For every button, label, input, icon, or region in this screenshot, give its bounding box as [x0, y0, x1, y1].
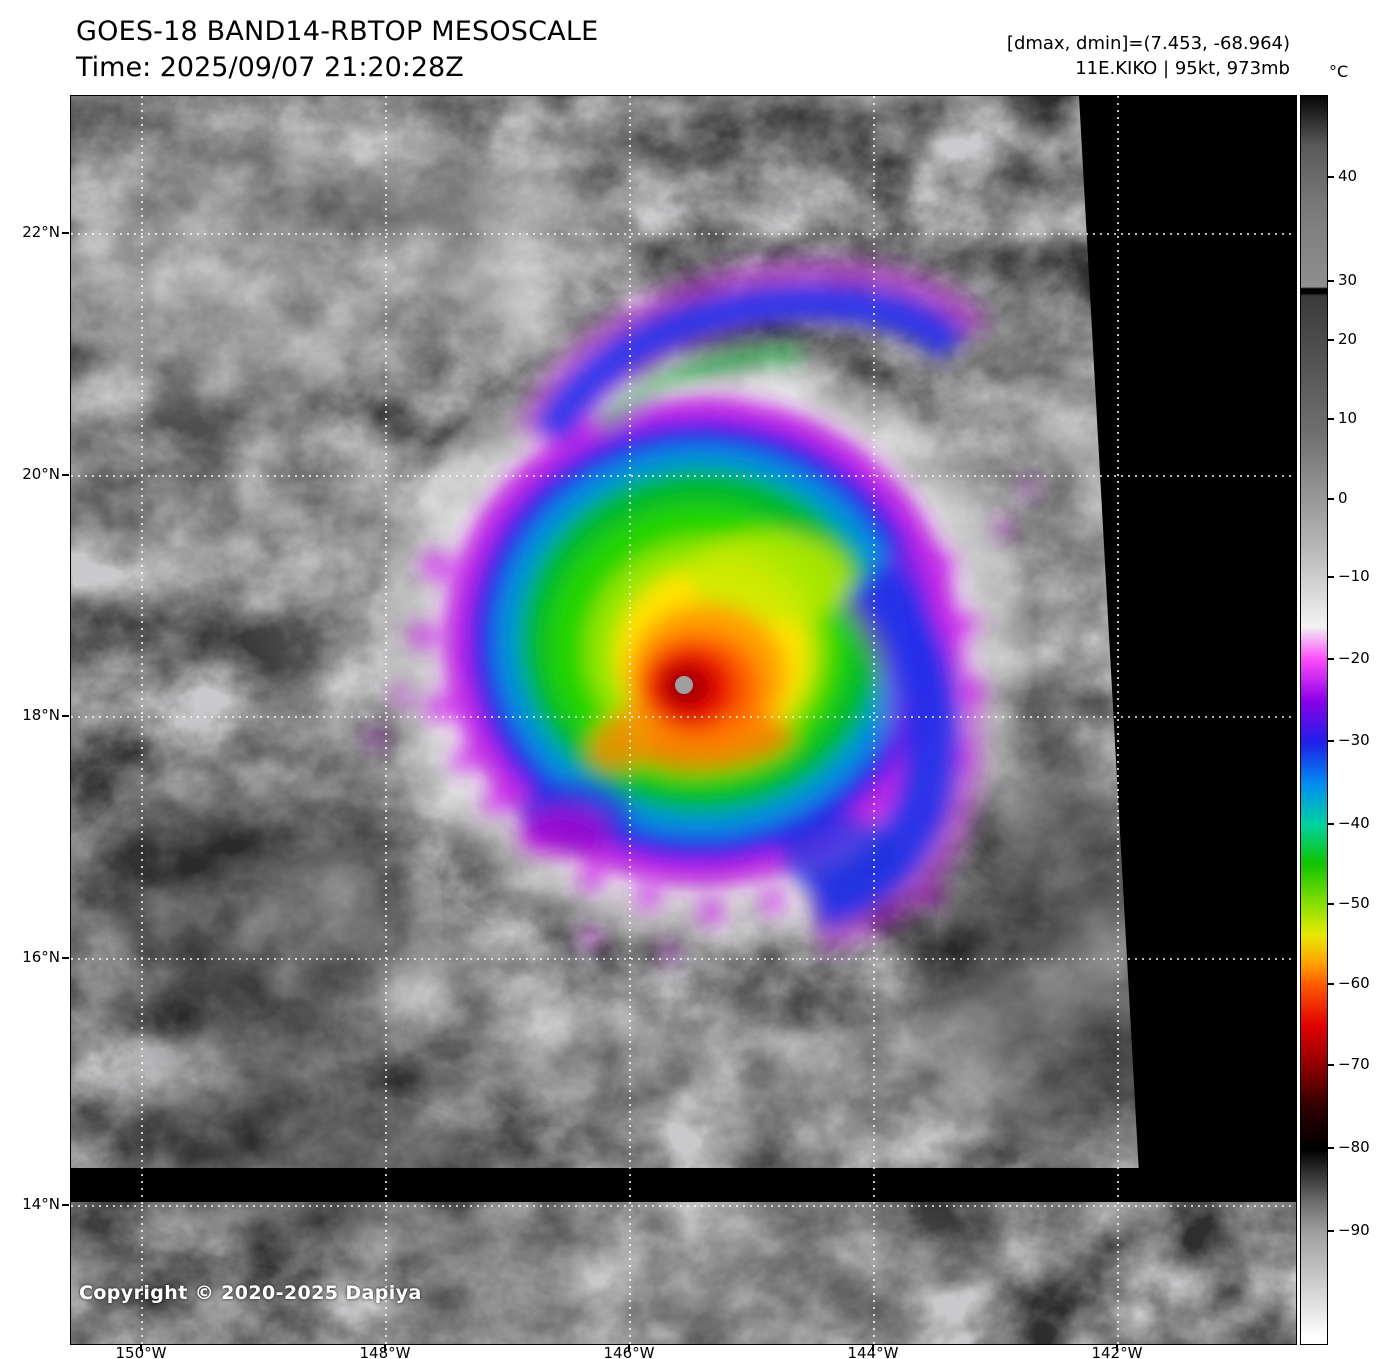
colorbar-tick: [1328, 740, 1334, 742]
colorbar-label-40: 40: [1338, 167, 1358, 185]
lon-tick: [384, 1344, 386, 1351]
lat-label-16n: 16°N: [22, 948, 60, 966]
colorbar-tick: [1328, 1064, 1334, 1066]
lon-label-144w: 144°W: [847, 1344, 899, 1359]
lon-label-146w: 146°W: [603, 1344, 655, 1359]
colorbar-label-20: 20: [1338, 330, 1358, 348]
lon-label-148w: 148°W: [359, 1344, 411, 1359]
satellite-map: Copyright © 2020-2025 Dapiya: [70, 95, 1297, 1345]
colorbar-tick: [1328, 1147, 1334, 1149]
colorbar-tick: [1328, 498, 1334, 500]
temperature-colorbar: [1300, 95, 1328, 1345]
lon-label-142w: 142°W: [1091, 1344, 1143, 1359]
colorbar-tick: [1328, 576, 1334, 578]
colorbar-label-m20: −20: [1338, 649, 1370, 667]
lat-tick: [62, 715, 69, 717]
page-title: GOES-18 BAND14-RBTOP MESOSCALE: [76, 16, 599, 47]
colorbar-label-30: 30: [1338, 271, 1358, 289]
dmax-dmin-readout: [dmax, dmin]=(7.453, -68.964): [1006, 33, 1290, 54]
colorbar-tick: [1328, 903, 1334, 905]
colorbar-label-m60: −60: [1338, 974, 1370, 992]
colorbar-label-m40: −40: [1338, 814, 1370, 832]
header-right: [dmax, dmin]=(7.453, -68.964) 11E.KIKO |…: [1007, 31, 1290, 81]
lat-tick: [62, 474, 69, 476]
lat-tick: [62, 957, 69, 959]
colorbar-tick: [1328, 823, 1334, 825]
lon-label-150w: 150°W: [115, 1344, 167, 1359]
lat-label-22n: 22°N: [22, 223, 60, 241]
colorbar-unit-label: °C: [1329, 62, 1349, 81]
lon-tick: [628, 1344, 630, 1351]
colorbar-tick: [1328, 1230, 1334, 1232]
colorbar-tick: [1328, 658, 1334, 660]
colorbar-label-m30: −30: [1338, 731, 1370, 749]
colorbar-tick: [1328, 176, 1334, 178]
copyright-watermark: Copyright © 2020-2025 Dapiya: [79, 1282, 422, 1304]
colorbar-label-m80: −80: [1338, 1138, 1370, 1156]
scan-edge-black: [71, 96, 1296, 1202]
lat-label-18n: 18°N: [22, 706, 60, 724]
colorbar-tick: [1328, 339, 1334, 341]
storm-info: 11E.KIKO | 95kt, 973mb: [1075, 58, 1290, 79]
lat-label-20n: 20°N: [22, 465, 60, 483]
graticule: [71, 96, 1296, 1344]
lon-tick: [872, 1344, 874, 1351]
lat-tick: [62, 232, 69, 234]
colorbar-label-m90: −90: [1338, 1221, 1370, 1239]
hurricane-cold-tops: [368, 258, 1036, 960]
colorbar-label-10: 10: [1338, 409, 1358, 427]
colorbar-tick: [1328, 983, 1334, 985]
lon-tick: [140, 1344, 142, 1351]
timestamp: Time: 2025/09/07 21:20:28Z: [76, 52, 464, 83]
colorbar-label-m50: −50: [1338, 894, 1370, 912]
lat-label-14n: 14°N: [22, 1195, 60, 1213]
lon-tick: [1116, 1344, 1118, 1351]
colorbar-tick: [1328, 418, 1334, 420]
lat-tick: [62, 1204, 69, 1206]
colorbar-label-m70: −70: [1338, 1055, 1370, 1073]
hurricane-eye: [675, 676, 693, 694]
satellite-image: [71, 96, 1296, 1344]
colorbar-label-0: 0: [1338, 489, 1348, 507]
colorbar-tick: [1328, 280, 1334, 282]
colorbar-label-m10: −10: [1338, 567, 1370, 585]
